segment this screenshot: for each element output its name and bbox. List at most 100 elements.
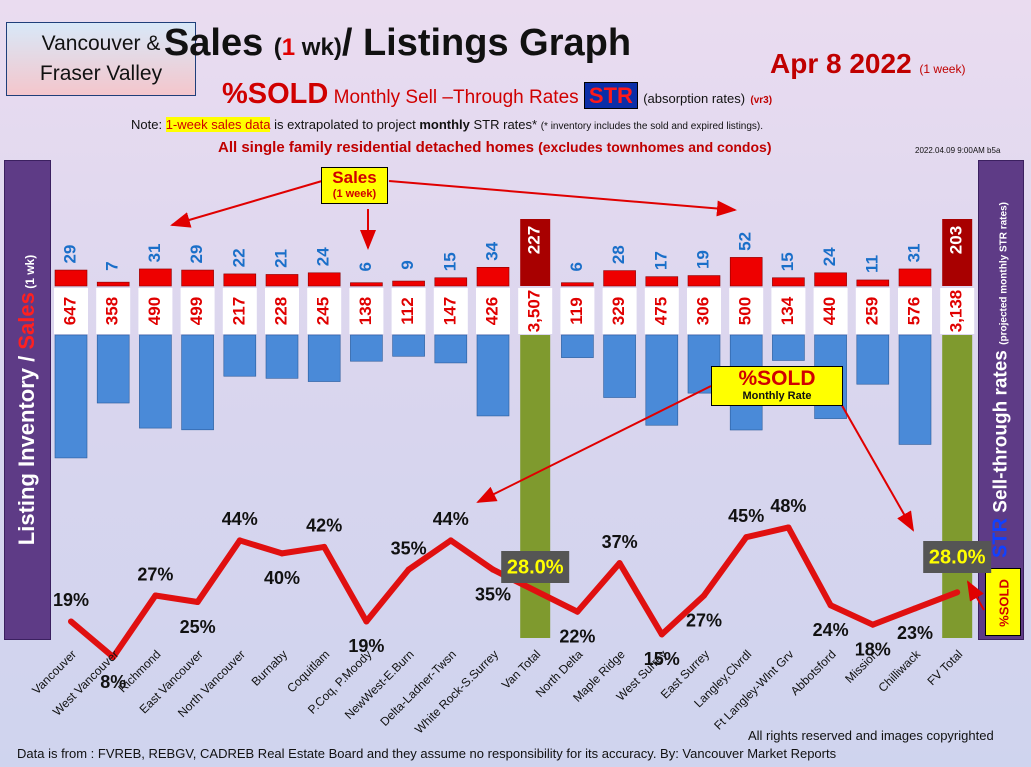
category-label-abbotsford: Abbotsford — [788, 647, 839, 698]
sales-bar-mission — [856, 279, 890, 287]
bars-layer — [54, 219, 973, 638]
listing-label-box-north-delta — [560, 288, 595, 334]
sales-bar-burnaby — [265, 274, 299, 287]
sales-value-vancouver: 29 — [60, 245, 79, 264]
date-note: (1 week) — [919, 62, 966, 76]
sold-tag-box: %SOLD — [985, 568, 1021, 636]
sales-value-ft-langley-wlnt-grv: 15 — [778, 252, 797, 271]
sold-line-segment-9 — [447, 537, 496, 573]
subtitle-text: Monthly Sell –Through Rates — [333, 87, 579, 108]
sold-value-ft-langley-wlnt-grv: 48% — [770, 496, 806, 516]
date-text: Apr 8 2022 — [770, 48, 912, 79]
listing-value-east-surrey: 306 — [693, 297, 712, 325]
listing-value-north-vancouver: 217 — [229, 297, 248, 325]
sold-line-segment-16 — [743, 524, 792, 541]
listing-label-box-coquitlam — [307, 288, 342, 334]
sold-value-west-vancouver: 8% — [100, 672, 126, 692]
total-sales-bar-van-total — [520, 219, 551, 286]
total-sold-box-van-total — [501, 551, 570, 583]
sold-value-north-delta: 22% — [559, 626, 595, 646]
sold-line-segment-12 — [574, 560, 623, 615]
sold-line-segment-15 — [701, 534, 750, 599]
listing-bar-coquitlam — [307, 334, 341, 382]
sales-callout-title: Sales — [332, 168, 377, 187]
sold-callout-title: %SOLD — [738, 367, 816, 390]
timestamp: 2022.04.09 9:00AM b5a — [915, 146, 1001, 155]
listing-value-mission: 259 — [862, 297, 881, 325]
sales-value-abbotsford: 24 — [820, 247, 839, 266]
sold-value-p-coq-p-moody: 19% — [348, 636, 384, 656]
sold-value-maple-ridge: 37% — [602, 532, 638, 552]
sales-bar-east-surrey — [687, 275, 721, 287]
listing-label-box-west-surrey — [644, 288, 679, 334]
listing-value-north-delta: 119 — [567, 297, 586, 324]
total-sold-value-fv-total: 28.0% — [929, 546, 986, 568]
sold-line-segment-13 — [616, 560, 665, 638]
sales-bar-maple-ridge — [603, 270, 636, 287]
sales-value-white-rock-s-surrey: 34 — [482, 241, 501, 260]
listing-label-box-langley-clvrdl — [729, 288, 764, 334]
sales-value-p-coq-p-moody: 6 — [356, 262, 375, 271]
sold-line-segment-17 — [785, 524, 834, 609]
sold-line-segment-4 — [236, 537, 285, 557]
listing-bar-vancouver — [54, 334, 88, 459]
subtitle: %SOLD Monthly Sell –Through Rates STR (a… — [222, 78, 772, 111]
listing-label-box-van-total — [518, 288, 553, 334]
sales-bar-abbotsford — [814, 272, 847, 287]
scope-main: All single family residential detached h… — [218, 139, 539, 156]
note-mid: is extrapolated to project — [270, 117, 420, 132]
total-sold-box-fv-total — [923, 541, 992, 573]
title-paren-open: ( — [273, 34, 282, 61]
category-label-white-rock-s-surrey: White Rock-S.Surrey — [412, 647, 501, 736]
listing-value-vancouver: 647 — [60, 297, 79, 325]
sold-line-layer — [68, 524, 961, 661]
region-line-1: Vancouver & — [41, 32, 161, 55]
sales-bar-north-vancouver — [223, 273, 257, 287]
sold-line-segment-7 — [363, 566, 412, 625]
subtitle-abs: (absorption rates) — [643, 91, 746, 106]
title-wk: wk) — [295, 34, 342, 61]
total-sold-value-van-total: 28.0% — [507, 556, 564, 578]
sales-value-van-total: 227 — [525, 226, 544, 254]
sold-value-mission: 18% — [855, 639, 891, 659]
listing-label-box-richmond — [138, 288, 173, 334]
sold-line-segment-14 — [658, 592, 707, 638]
sales-callout-sub: (1 week) — [332, 188, 377, 200]
sales-value-richmond: 31 — [145, 243, 164, 262]
listing-label-box-fv-total — [940, 288, 975, 334]
sold-value-chilliwack: 23% — [897, 623, 933, 643]
listing-label-box-ft-langley-wlnt-grv — [771, 288, 806, 334]
sales-bar-coquitlam — [307, 272, 341, 287]
listing-value-west-vancouver: 358 — [103, 297, 122, 325]
listing-bar-ft-langley-wlnt-grv — [772, 334, 805, 361]
listing-bar-maple-ridge — [603, 334, 636, 398]
sold-value-burnaby: 40% — [264, 568, 300, 588]
category-label-ft-langley-wlnt-grv: Ft Langley-Wlnt Grv — [711, 647, 796, 732]
sales-bar-newwest-e-burn — [392, 280, 425, 287]
listing-label-box-north-vancouver — [222, 288, 257, 334]
sales-value-maple-ridge: 28 — [609, 245, 628, 264]
sold-value-east-vancouver: 25% — [180, 617, 216, 637]
sold-line-segment-8 — [405, 537, 454, 573]
listing-value-maple-ridge: 329 — [609, 297, 628, 325]
sales-bar-white-rock-s-surrey — [476, 266, 510, 287]
listing-value-ft-langley-wlnt-grv: 134 — [778, 296, 797, 325]
sales-bar-east-vancouver — [181, 269, 214, 287]
sold-value-delta-ladner-twsn: 44% — [433, 509, 469, 529]
sales-value-langley-clvrdl: 52 — [736, 232, 755, 251]
title-part-a: Sales — [163, 22, 274, 64]
listing-label-box-east-surrey — [687, 288, 721, 334]
sales-arrow-left — [170, 180, 323, 228]
listing-label-box-abbotsford — [813, 288, 848, 334]
region-label-box: Vancouver & Fraser Valley — [6, 22, 196, 96]
sold-line-segment-2 — [152, 592, 201, 605]
sales-value-east-surrey: 19 — [693, 250, 712, 269]
note-rest: STR rates* — [469, 117, 541, 132]
sold-callout: %SOLD Monthly Rate — [711, 366, 843, 406]
callout-arrows — [170, 180, 985, 611]
note-small: (* inventory includes the sold and expir… — [540, 121, 764, 132]
category-label-burnaby: Burnaby — [249, 647, 291, 689]
sold-arrow-right — [839, 401, 914, 532]
sold-value-west-surrey: 15% — [644, 649, 680, 669]
sales-bar-p-coq-p-moody — [350, 282, 383, 287]
